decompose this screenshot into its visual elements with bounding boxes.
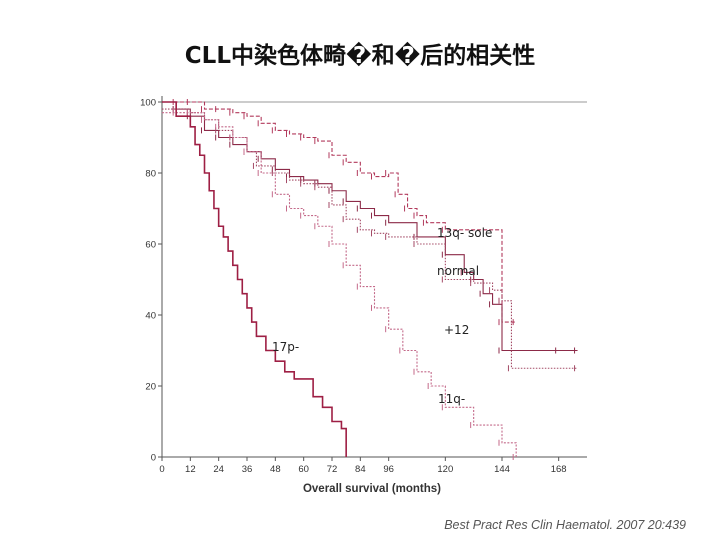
y-tick-label: 100 bbox=[140, 98, 156, 109]
x-tick-label: 12 bbox=[185, 464, 196, 475]
chart-annotations: 13q- sole normal +12 11q- 17p- bbox=[272, 226, 492, 406]
slide-title: CLL中染色体畸�和�后的相关性 bbox=[184, 43, 536, 69]
y-tick-label: 80 bbox=[145, 169, 156, 180]
y-tick-label: 60 bbox=[145, 240, 156, 251]
series-line bbox=[162, 108, 578, 369]
survival-chart: 0 20 40 60 80 100 0 12 24 36 48 60 72 84 96 120 144 168 1… bbox=[140, 96, 587, 495]
series-line bbox=[162, 101, 578, 352]
x-tick-label: 36 bbox=[242, 464, 253, 475]
x-tick-label: 120 bbox=[437, 464, 453, 475]
x-tick-label: 24 bbox=[213, 464, 224, 475]
curve-label: normal bbox=[437, 264, 479, 278]
x-tick-label: 84 bbox=[355, 464, 366, 475]
x-tick-label: 48 bbox=[270, 464, 281, 475]
curve-label: 17p- bbox=[272, 340, 299, 354]
curve-label: 11q- bbox=[438, 392, 465, 406]
y-tick-label: 40 bbox=[145, 311, 156, 322]
series-line bbox=[162, 112, 517, 457]
y-tick-label: 0 bbox=[151, 453, 156, 464]
x-tick-label: 0 bbox=[159, 464, 164, 475]
curve-label: +12 bbox=[444, 323, 469, 337]
series-line bbox=[162, 101, 347, 457]
x-tick-label: 72 bbox=[327, 464, 338, 475]
x-tick-label: 144 bbox=[494, 464, 510, 475]
chart-axes: 0 20 40 60 80 100 0 12 24 36 48 60 72 84 96 120 144 168 bbox=[140, 96, 587, 475]
x-axis-label: Overall survival (months) bbox=[303, 483, 441, 495]
x-tick-label: 168 bbox=[551, 464, 567, 475]
curve-label: 13q- sole bbox=[437, 226, 492, 240]
x-tick-label: 96 bbox=[383, 464, 394, 475]
citation: Best Pract Res Clin Haematol. 2007 20:43… bbox=[444, 518, 686, 532]
x-tick-label: 60 bbox=[298, 464, 309, 475]
series-line bbox=[162, 101, 517, 323]
chart-series bbox=[162, 99, 578, 460]
y-tick-label: 20 bbox=[145, 382, 156, 393]
